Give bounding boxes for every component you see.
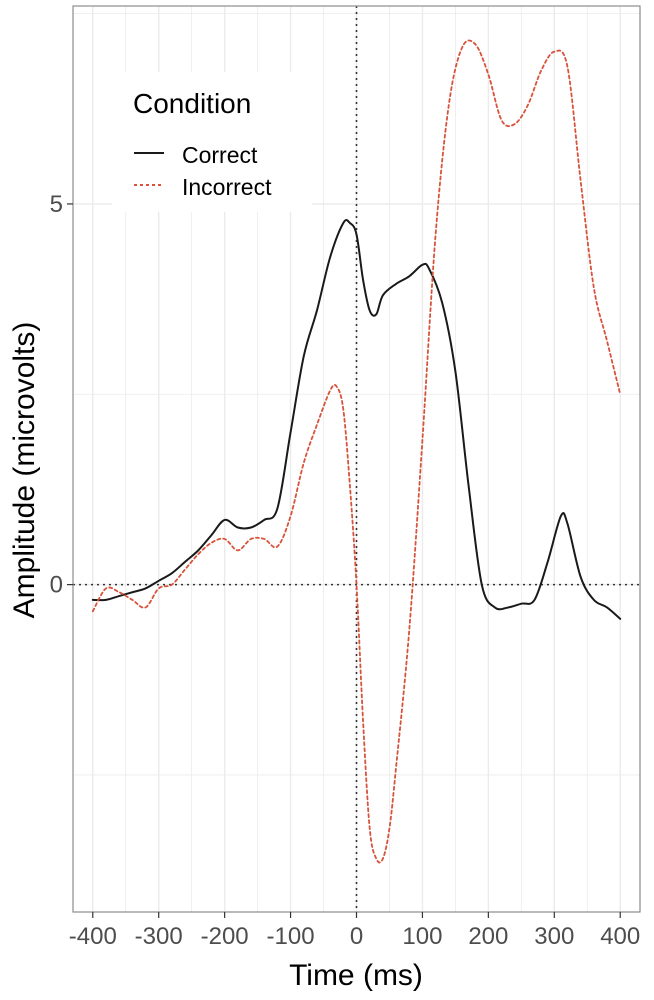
x-tick-label: 300 [534, 923, 574, 950]
legend-background [112, 72, 312, 212]
series-line-incorrect [91, 39, 622, 864]
x-tick-label: 400 [600, 923, 640, 950]
legend-label-incorrect: Incorrect [182, 174, 272, 200]
legend-label-correct: Correct [182, 142, 258, 168]
series-line-correct [91, 218, 622, 620]
axes: -400 -300 -200 -100 0 100 200 300 400 0 5 [50, 191, 641, 950]
y-tick-label: 0 [50, 572, 63, 599]
x-tick-label: -400 [69, 923, 117, 950]
x-tick-label: 100 [402, 923, 442, 950]
x-tick-label: -100 [267, 923, 315, 950]
y-axis-title: Amplitude (microvolts) [8, 322, 41, 619]
x-tick-label: 200 [468, 923, 508, 950]
x-tick-label: -300 [135, 923, 183, 950]
series-lines [91, 39, 622, 864]
x-tick-label: 0 [350, 923, 363, 950]
x-tick-label: -200 [201, 923, 249, 950]
y-tick-label: 5 [50, 191, 63, 218]
x-axis-title: Time (ms) [289, 959, 423, 992]
legend-title: Condition [133, 88, 251, 119]
legend: Condition Correct Incorrect [112, 72, 312, 212]
